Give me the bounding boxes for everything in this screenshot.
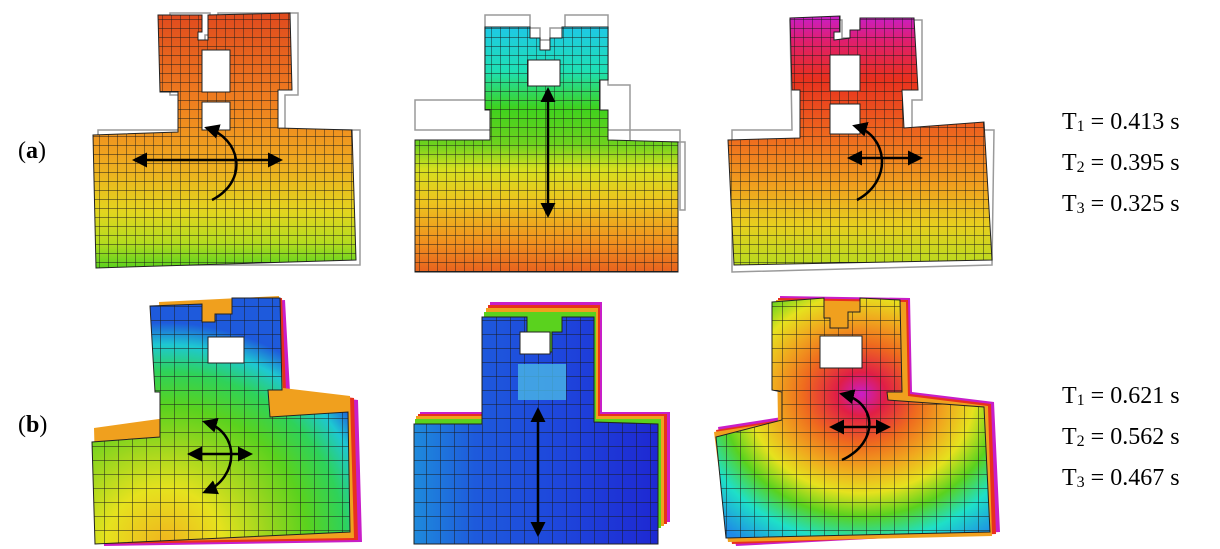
row-a-periods: T1 = 0.413 s T2 = 0.395 s T3 = 0.325 s (1062, 104, 1180, 227)
period-1: T1 = 0.413 s (1062, 109, 1180, 135)
deformed-mesh (92, 12, 357, 269)
mode-shape-b3 (714, 296, 1000, 546)
row-a-label: (a) (18, 138, 46, 164)
row-b-letter: b (26, 412, 40, 438)
deformed-mesh (727, 15, 993, 266)
mode-shape-b2 (413, 302, 670, 545)
motion-arrows (847, 122, 923, 202)
period-2: T2 = 0.562 s (1062, 424, 1180, 450)
deformed-mesh (715, 297, 991, 539)
motion-arrows (132, 124, 283, 202)
period-2: T2 = 0.395 s (1062, 150, 1180, 176)
period-3: T3 = 0.467 s (1062, 465, 1180, 491)
deformed-mesh (414, 26, 679, 273)
mode-shape-b1 (91, 296, 362, 546)
rotation-arrow (202, 418, 233, 495)
motion-arrows (829, 389, 891, 462)
deformed-mesh (413, 316, 659, 545)
deformed-mesh (91, 297, 351, 545)
mode-shape-a2 (414, 14, 686, 273)
period-3: T3 = 0.325 s (1062, 191, 1180, 217)
mode-shape-a1 (92, 12, 361, 269)
rotation-arrow (839, 389, 871, 462)
motion-arrows (187, 418, 253, 495)
row-a-letter: a (26, 138, 38, 164)
row-b-label: (b) (18, 412, 48, 438)
rotation-arrow (204, 124, 238, 202)
rotation-arrow (852, 122, 884, 202)
period-1: T1 = 0.621 s (1062, 383, 1180, 409)
mode-shape-a3 (727, 15, 995, 273)
row-b-periods: T1 = 0.621 s T2 = 0.562 s T3 = 0.467 s (1062, 378, 1180, 501)
